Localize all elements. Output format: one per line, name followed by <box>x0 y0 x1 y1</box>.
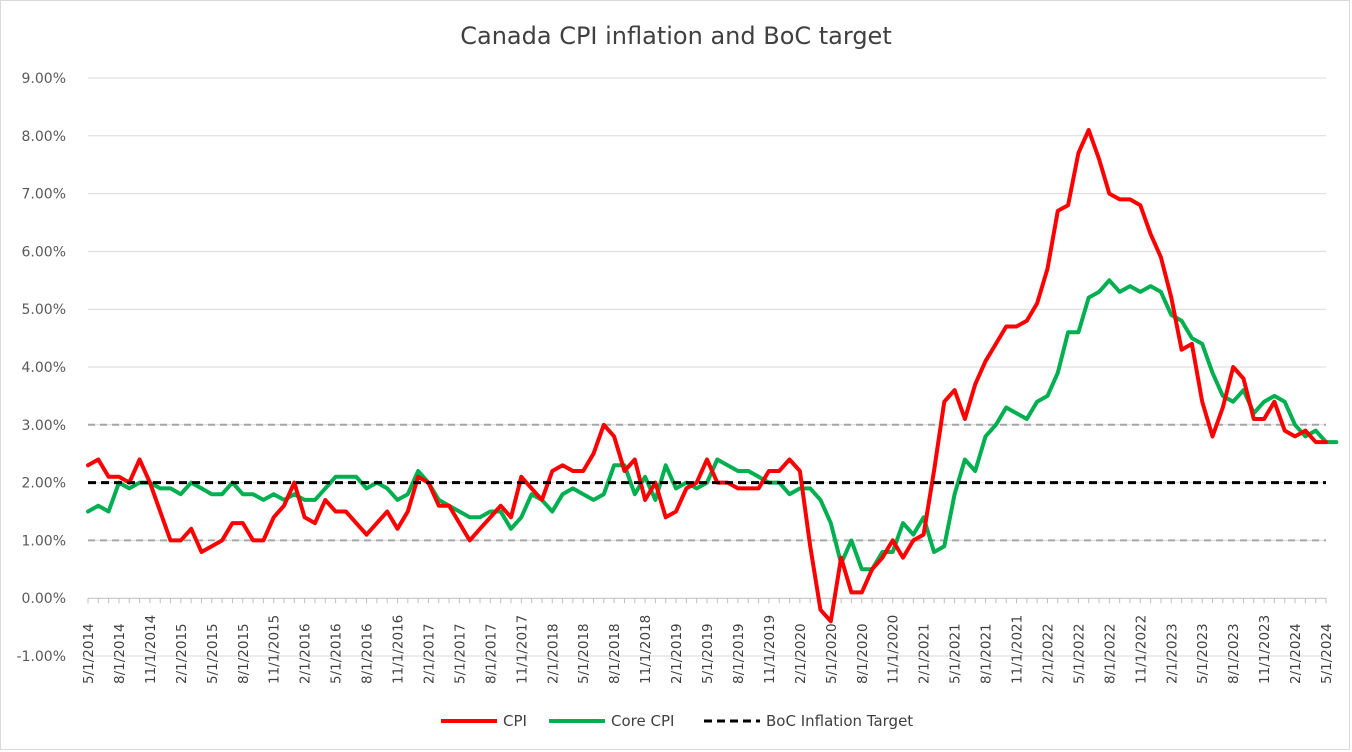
x-tick-label: 5/1/2024 <box>1319 623 1335 684</box>
gridlines <box>88 77 1326 657</box>
y-tick-label: 3.00% <box>22 418 66 434</box>
x-tick-label: 8/1/2023 <box>1226 623 1242 684</box>
chart-title: Canada CPI inflation and BoC target <box>460 22 892 50</box>
x-tick-label: 5/1/2019 <box>700 623 716 684</box>
x-tick-label: 2/1/2015 <box>174 623 190 684</box>
y-axis-tick-labels: 9.00% 8.00% 7.00% 6.00% 5.00% 4.00% 3.00% 2.00%… <box>16 71 66 665</box>
x-tick-label: 2/1/2019 <box>669 623 685 684</box>
x-tick-label: 2/1/2017 <box>421 623 437 684</box>
x-tick-label: 8/1/2020 <box>855 623 871 684</box>
x-tick-label: 11/1/2016 <box>391 615 407 684</box>
x-tick-label: 11/1/2014 <box>143 615 159 684</box>
x-tick-label: 5/1/2023 <box>1195 623 1211 684</box>
x-tick-label: 8/1/2017 <box>483 623 499 684</box>
legend: CPI Core CPI BoC Inflation Target <box>441 712 913 730</box>
x-axis-tick-labels: 5/1/2014 8/1/2014 11/1/2014 2/1/2015 5/1/201… <box>81 615 1335 684</box>
x-tick-label: 8/1/2018 <box>607 623 623 684</box>
x-tick-label: 2/1/2023 <box>1164 623 1180 684</box>
x-tick-label: 11/1/2021 <box>1010 615 1026 684</box>
x-tick-label: 5/1/2022 <box>1071 623 1087 684</box>
y-tick-label: 1.00% <box>22 533 66 549</box>
x-tick-label: 2/1/2018 <box>545 623 561 684</box>
x-tick-label: 8/1/2015 <box>236 623 252 684</box>
x-tick-label: 5/1/2016 <box>329 623 345 684</box>
y-tick-label: 0.00% <box>22 591 66 607</box>
x-tick-label: 8/1/2019 <box>731 623 747 684</box>
x-tick-label: 11/1/2019 <box>762 615 778 684</box>
y-tick-label: -1.00% <box>16 649 66 665</box>
x-tick-label: 5/1/2014 <box>81 623 97 684</box>
x-tick-label: 2/1/2021 <box>917 623 933 684</box>
x-tick-label: 5/1/2015 <box>205 623 221 684</box>
x-tick-label: 5/1/2017 <box>452 623 468 684</box>
x-tick-label: 5/1/2021 <box>948 623 964 684</box>
x-tick-label: 8/1/2016 <box>360 623 376 684</box>
y-tick-label: 6.00% <box>22 244 66 260</box>
x-tick-label: 11/1/2020 <box>886 615 902 684</box>
legend-label: Core CPI <box>611 712 674 730</box>
x-tick-label: 11/1/2018 <box>638 615 654 684</box>
x-tick-label: 11/1/2015 <box>267 615 283 684</box>
y-tick-label: 4.00% <box>22 360 66 376</box>
x-tick-label: 2/1/2016 <box>298 623 314 684</box>
x-tick-label: 5/1/2020 <box>824 623 840 684</box>
x-tick-label: 11/1/2022 <box>1133 615 1149 684</box>
x-axis <box>87 597 1327 604</box>
cpi-series-line <box>86 128 1328 624</box>
x-tick-label: 2/1/2024 <box>1288 623 1304 684</box>
legend-label: BoC Inflation Target <box>766 712 913 730</box>
x-tick-label: 8/1/2021 <box>979 623 995 684</box>
legend-label: CPI <box>503 712 527 730</box>
x-tick-label: 5/1/2018 <box>576 623 592 684</box>
y-tick-label: 8.00% <box>22 129 66 145</box>
y-tick-label: 2.00% <box>22 476 66 492</box>
reference-lines <box>88 423 1326 542</box>
x-tick-label: 11/1/2023 <box>1257 615 1273 684</box>
y-tick-label: 7.00% <box>22 187 66 203</box>
y-tick-label: 9.00% <box>22 71 66 87</box>
y-tick-label: 5.00% <box>22 302 66 318</box>
x-tick-label: 2/1/2020 <box>793 623 809 684</box>
x-tick-label: 2/1/2022 <box>1040 623 1056 684</box>
x-tick-label: 8/1/2014 <box>112 623 128 684</box>
series-lines <box>86 128 1339 624</box>
x-tick-label: 8/1/2022 <box>1102 623 1118 684</box>
x-tick-label: 11/1/2017 <box>514 615 530 684</box>
